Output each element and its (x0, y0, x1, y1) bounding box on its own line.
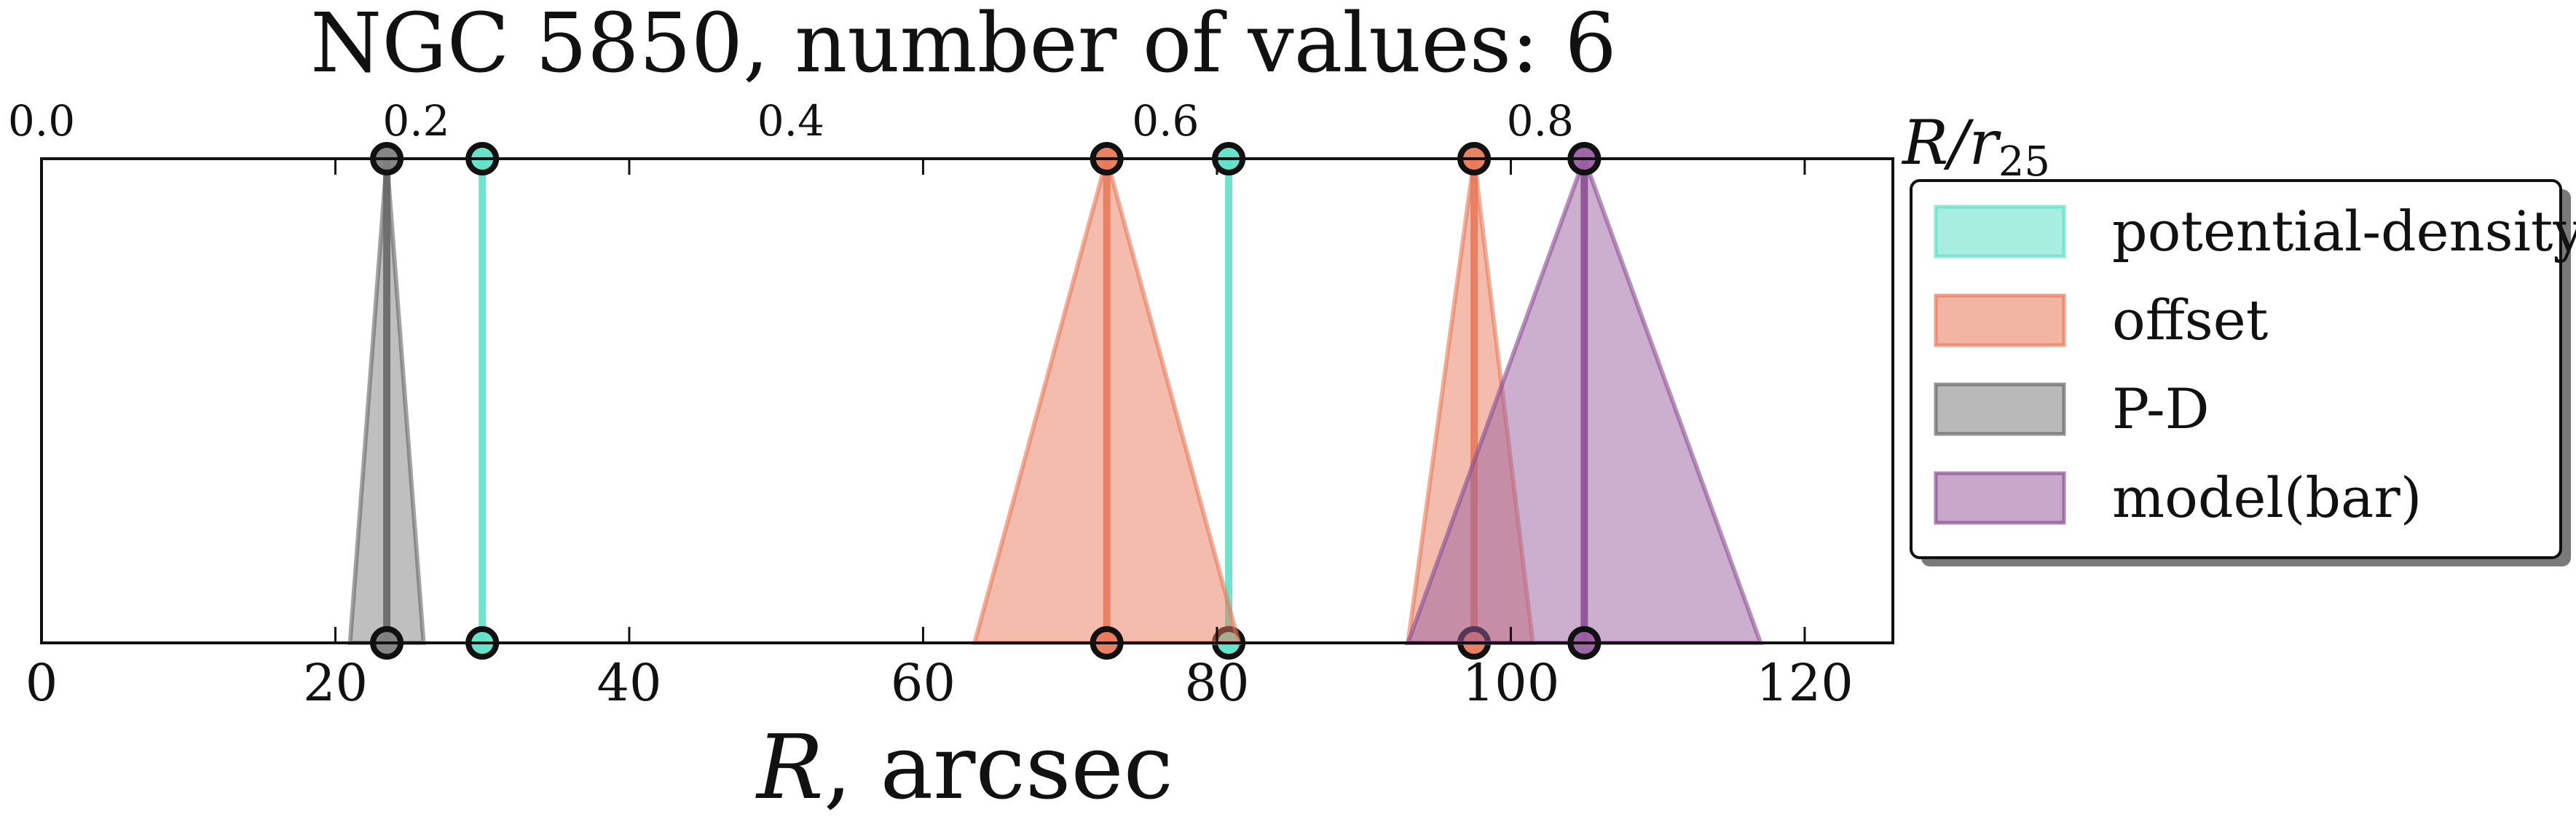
legend-swatch (1934, 205, 2066, 258)
top-tick-label: 0.4 (757, 96, 824, 146)
legend-swatch (1934, 382, 2066, 436)
legend-swatch (1934, 293, 2066, 347)
x-tick-label: 100 (1462, 653, 1560, 713)
legend-label: offset (2112, 288, 2268, 352)
x-axis-label: R, arcsec (755, 716, 1173, 819)
legend-label: potential-density (2112, 199, 2576, 264)
x-tick-label: 0 (25, 653, 58, 713)
top-axis-label: R/r25 (1901, 107, 2050, 186)
chart-title: NGC 5850, number of values: 6 (310, 0, 1616, 91)
top-axis: 0.0 0.2 0.4 0.6 0.8 (8, 96, 1574, 146)
x-axis-label-symbol: R (755, 716, 824, 819)
x-tick-label: 40 (596, 653, 661, 713)
x-tick-label: 20 (303, 653, 368, 713)
legend: potential-density offset P-D model(bar) (1910, 179, 2576, 566)
x-axis-label-unit: , arcsec (824, 716, 1173, 819)
legend-items: potential-density offset P-D model(bar) (1934, 199, 2576, 530)
top-tick-label: 0.6 (1132, 96, 1199, 146)
plot-marks (347, 142, 1764, 660)
legend-swatch (1934, 471, 2066, 525)
x-tick-label: 60 (891, 653, 956, 713)
legend-label: P-D (2112, 376, 2210, 441)
x-tick-label: 120 (1756, 653, 1854, 713)
legend-box (1910, 179, 2562, 559)
plot-frame (40, 157, 1894, 644)
top-tick-label: 0.2 (382, 96, 449, 146)
top-tick-label: 0.0 (8, 96, 75, 146)
top-axis-label-subscript: 25 (1998, 138, 2050, 186)
top-tick-label: 0.8 (1507, 96, 1574, 146)
x-tick-label: 80 (1184, 653, 1249, 713)
bottom-axis: 0 20 40 60 80 100 120 (25, 159, 1854, 713)
legend-label: model(bar) (2112, 465, 2422, 530)
